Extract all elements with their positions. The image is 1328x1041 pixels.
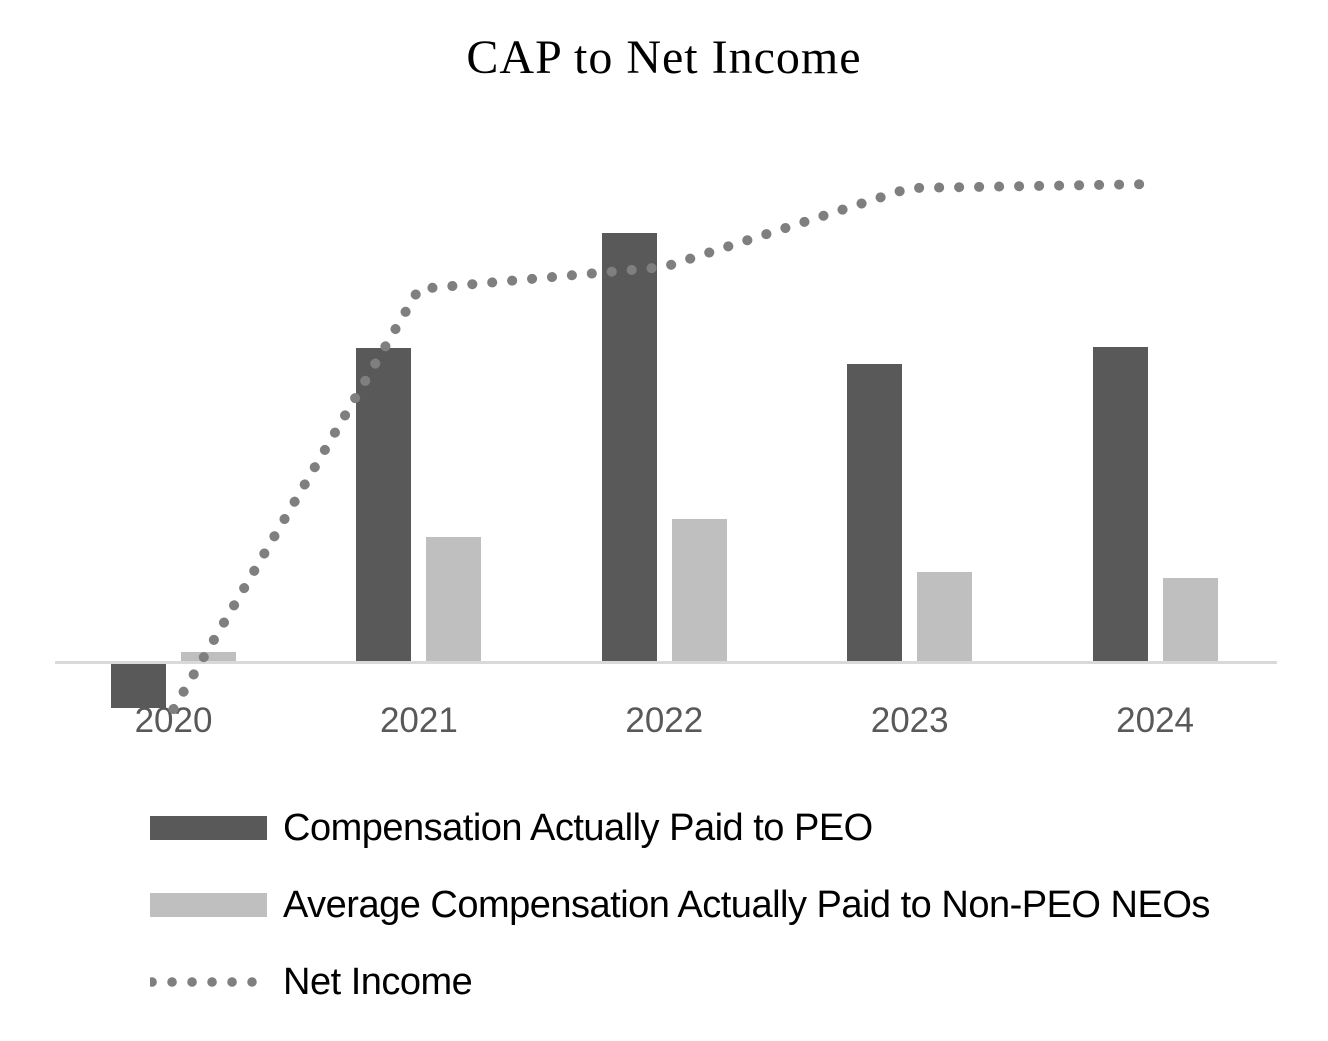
x-axis-label-2022: 2022 <box>625 701 704 740</box>
legend-label-peo: Compensation Actually Paid to PEO <box>283 807 873 849</box>
legend-label-net-income: Net Income <box>283 961 473 1003</box>
bar-nonpeo-2021 <box>426 537 482 663</box>
bar-nonpeo-2022 <box>671 519 727 663</box>
x-axis-label-2023: 2023 <box>870 701 949 740</box>
legend: Compensation Actually Paid to PEO Averag… <box>150 806 1210 1037</box>
legend-swatch-net-income-dotted-line <box>150 977 257 987</box>
bar-peo-2023 <box>847 364 903 663</box>
x-axis-label-2024: 2024 <box>1116 701 1195 740</box>
legend-label-nonpeo: Average Compensation Actually Paid to No… <box>283 884 1210 926</box>
bar-peo-2021 <box>356 348 412 663</box>
bar-nonpeo-2024 <box>1162 578 1218 663</box>
legend-swatch-peo <box>150 816 267 840</box>
legend-item-peo: Compensation Actually Paid to PEO <box>150 806 1210 850</box>
chart-title: CAP to Net Income <box>466 31 862 84</box>
net-income-dotted-polyline <box>168 179 1161 714</box>
legend-item-net-income: Net Income <box>150 960 1210 1004</box>
bar-nonpeo-2023 <box>917 572 973 663</box>
x-axis-line <box>55 661 1277 664</box>
legend-swatch-nonpeo <box>150 893 267 917</box>
x-axis-label-2021: 2021 <box>379 701 458 740</box>
bar-peo-2024 <box>1092 347 1148 663</box>
bar-peo-2020 <box>111 663 166 708</box>
bar-peo-2022 <box>601 233 657 663</box>
legend-item-nonpeo: Average Compensation Actually Paid to No… <box>150 883 1210 927</box>
x-axis-label-2020: 2020 <box>134 701 213 740</box>
